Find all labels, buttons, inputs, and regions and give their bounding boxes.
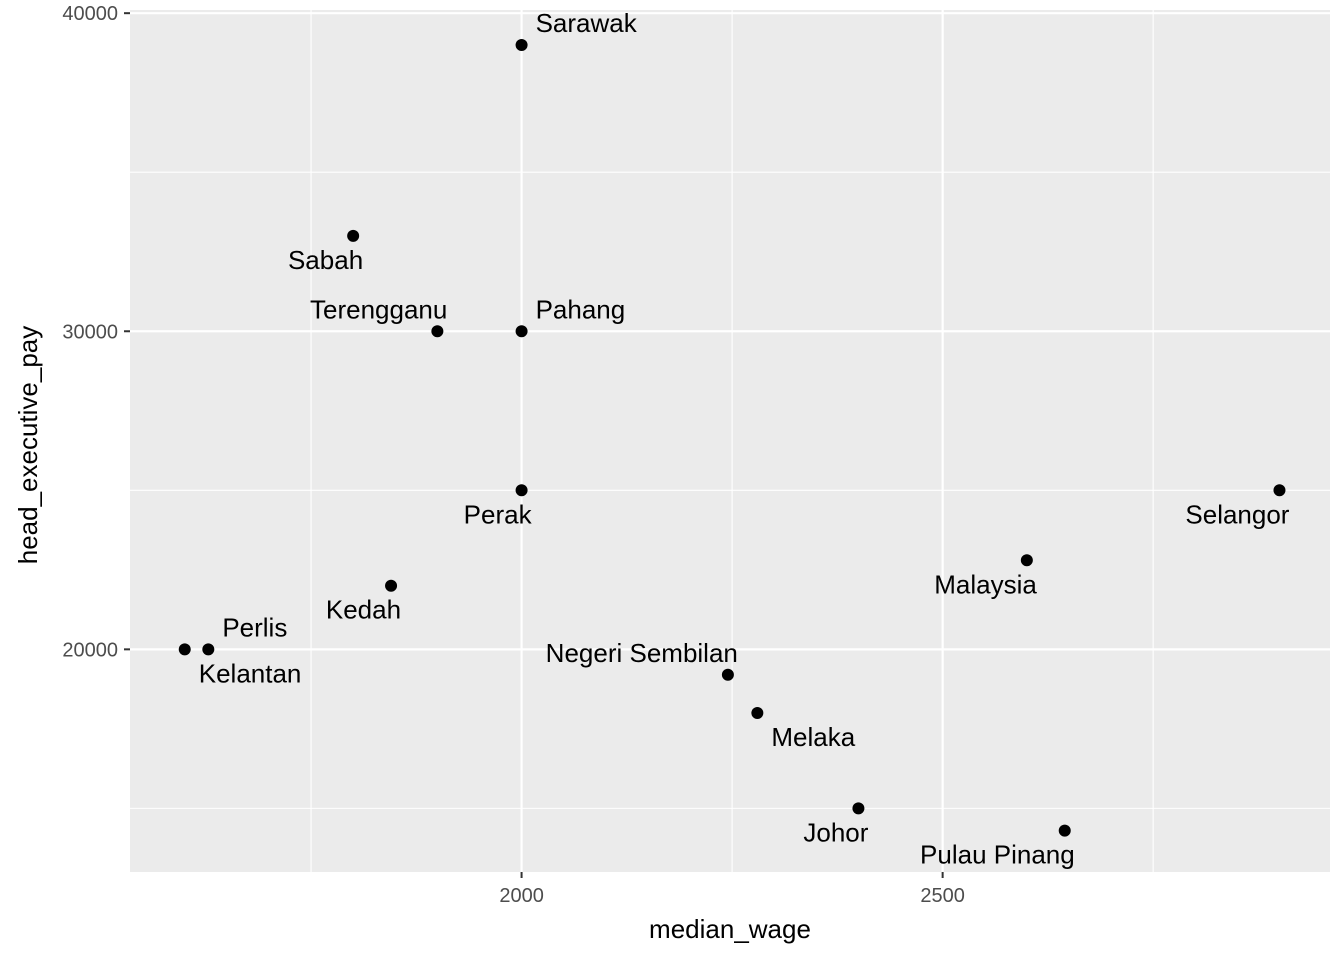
data-point [431,325,444,338]
point-label: Perlis [222,612,287,642]
y-axis-title: head_executive_pay [13,326,43,565]
point-labels: Sarawak Sabah Terengganu Pahang Perak Selango… [199,8,1290,870]
point-label: Malaysia [934,569,1037,599]
data-point [202,643,215,656]
data-point [347,229,360,242]
point-label: Johor [803,817,868,847]
point-label: Terengganu [310,294,447,324]
data-point [515,325,528,338]
data-point [178,643,191,656]
point-label: Perak [464,499,533,529]
x-tick-label: 2000 [499,885,544,907]
data-point [751,706,764,719]
point-label: Negeri Sembilan [546,638,738,668]
data-point [721,668,734,681]
plot-panel [130,10,1330,872]
data-point [385,579,398,592]
point-label: Kelantan [199,658,302,688]
data-point [1273,484,1286,497]
data-point [1058,824,1071,837]
point-label: Selangor [1185,499,1289,529]
point-label: Melaka [771,722,855,752]
data-point [515,484,528,497]
y-tick-label: 30000 [62,321,118,343]
data-points [178,38,1286,837]
point-label: Kedah [326,595,401,625]
data-point [852,802,865,815]
point-label: Sarawak [536,8,638,38]
data-point [515,38,528,51]
major-gridlines [130,10,1330,872]
minor-gridlines [130,10,1330,872]
x-axis-title: median_wage [649,914,811,944]
point-label: Pahang [536,294,626,324]
x-tick-label: 2500 [920,885,965,907]
axes: 2000 2500 20000 30000 40000 [62,3,965,907]
y-tick-label: 20000 [62,639,118,661]
point-label: Sabah [288,245,363,275]
point-label: Pulau Pinang [920,840,1075,870]
data-point [1020,554,1033,567]
y-tick-label: 40000 [62,3,118,25]
